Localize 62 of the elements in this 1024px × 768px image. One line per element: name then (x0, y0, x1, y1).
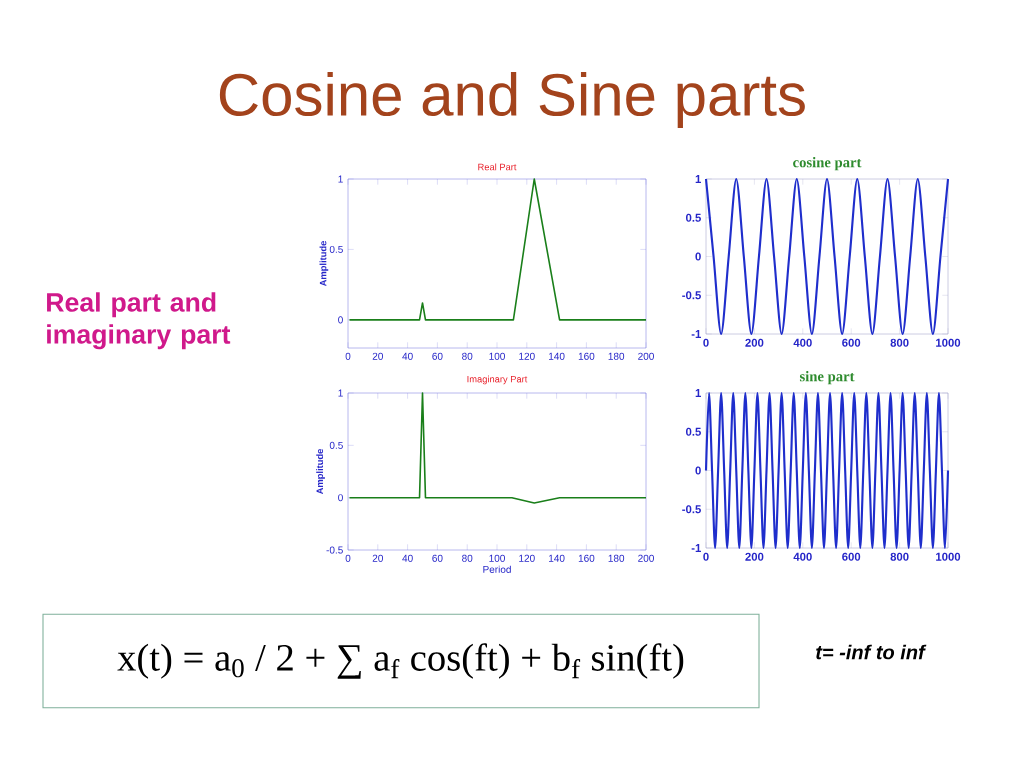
y-tick-label: 0.5 (329, 245, 343, 253)
x-tick-label: 800 (890, 338, 909, 347)
y-tick-label: 1 (695, 389, 701, 397)
x-tick-label: 400 (793, 338, 812, 347)
y-tick-label: 0 (338, 316, 343, 324)
chart-title: cosine part (793, 157, 862, 171)
x-tick-label: 200 (745, 552, 764, 561)
x-tick-label: 180 (608, 352, 625, 360)
x-tick-label: 0 (345, 352, 351, 360)
y-tick-label: -1 (691, 330, 701, 338)
chart-title: Imaginary Part (467, 375, 528, 385)
y-tick-label: -1 (691, 544, 701, 552)
y-tick-label: 1 (338, 175, 343, 183)
y-tick-label: 1 (338, 389, 343, 397)
x-tick-label: 600 (842, 338, 861, 347)
x-tick-label: 180 (608, 554, 625, 562)
x-tick-label: 100 (489, 554, 505, 562)
x-tick-label: 200 (745, 338, 764, 347)
text: Cosine and Sine parts (219, 72, 805, 128)
x-tick-label: 0 (703, 338, 709, 347)
x-tick-label: 140 (549, 554, 565, 562)
y-tick-label: 0 (695, 252, 701, 261)
x-tick-label: 0 (345, 554, 351, 562)
x-tick-label: 400 (793, 552, 812, 561)
x-tick-label: 80 (462, 352, 473, 360)
y-tick-label: -0.5 (682, 291, 701, 300)
x-tick-label: 160 (578, 554, 595, 562)
y-tick-label: -0.5 (682, 505, 701, 514)
x-tick-label: 0 (703, 552, 709, 561)
y-tick-label: 0 (338, 494, 343, 502)
x-tick-label: 140 (549, 352, 565, 360)
y-axis-title: Amplitude (316, 449, 325, 495)
y-axis-title: Amplitude (319, 241, 329, 287)
x-tick-label: 200 (638, 352, 654, 360)
x-tick-label: 200 (638, 554, 654, 562)
x-tick-label: 40 (402, 554, 413, 562)
x-tick-label: 600 (842, 552, 861, 561)
text: Real part and imaginary part (47, 292, 231, 350)
x-tick-label: 120 (519, 554, 535, 562)
x-axis-title: Period (483, 565, 511, 573)
x-tick-label: 100 (489, 352, 505, 360)
x-tick-label: 1000 (936, 338, 961, 347)
x-tick-label: 160 (578, 352, 595, 360)
y-tick-label: 0.5 (685, 427, 701, 436)
x-tick-label: 800 (890, 552, 909, 561)
chart-title: sine part (799, 371, 855, 385)
x-tick-label: 20 (372, 554, 383, 562)
x-tick-label: 20 (372, 352, 383, 360)
text: t= -inf to inf (816, 644, 927, 660)
y-tick-label: 0.5 (329, 441, 343, 449)
x-tick-label: 80 (462, 554, 473, 562)
x-tick-label: 40 (402, 352, 413, 360)
y-tick-label: 1 (695, 175, 701, 183)
x-tick-label: 120 (519, 352, 535, 360)
chart-title: Real Part (478, 163, 517, 171)
text: x(t) = a$_{0}$ / 2 + ∑ a$_{f}$ cos(ft) + b$_{f}$ sin(ft) (117, 643, 684, 679)
x-tick-label: 60 (432, 352, 443, 360)
y-tick-label: 0 (695, 466, 701, 475)
x-tick-label: 1000 (936, 552, 961, 561)
y-tick-label: -0.5 (326, 546, 343, 554)
x-tick-label: 60 (432, 554, 443, 562)
y-tick-label: 0.5 (685, 213, 701, 222)
